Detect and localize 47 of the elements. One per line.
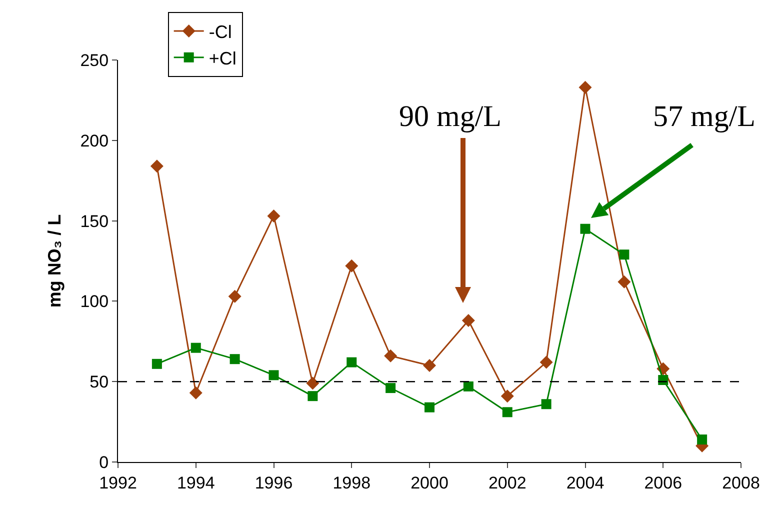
point	[386, 383, 396, 394]
point	[423, 359, 436, 372]
point	[697, 434, 708, 444]
point	[268, 370, 279, 380]
point	[578, 80, 592, 94]
legend-label: +Cl	[208, 48, 236, 68]
x-tick-label: 1996	[254, 473, 293, 492]
x-tick-label: 2004	[566, 473, 604, 492]
point	[345, 259, 358, 272]
point	[230, 354, 240, 364]
x-tick-label: 1994	[176, 473, 215, 492]
y-tick-label: 150	[80, 212, 109, 231]
point	[306, 376, 320, 390]
point	[346, 357, 357, 368]
y-tick-label: 0	[99, 452, 109, 472]
x-tick-label: 2002	[488, 473, 526, 492]
point	[500, 390, 514, 403]
legend-label: -Cl	[208, 22, 232, 42]
y-tick-label: 200	[80, 131, 109, 150]
point	[152, 358, 162, 369]
annotation: 57 mg/L	[653, 100, 756, 133]
point	[462, 314, 475, 327]
point	[424, 402, 434, 412]
point	[541, 399, 552, 410]
point	[228, 290, 242, 303]
y-tick-label: 250	[80, 50, 109, 70]
point	[267, 209, 280, 222]
y-tick-label: 50	[90, 372, 109, 392]
y-tick-label: 100	[80, 292, 109, 312]
annotation: 90 mg/L	[399, 100, 502, 133]
x-tick-label: 2000	[410, 473, 448, 492]
point	[540, 356, 553, 369]
point	[190, 342, 201, 353]
x-tick-label: 2006	[644, 473, 682, 492]
x-tick-label: 2008	[722, 473, 760, 492]
point	[150, 160, 164, 173]
point	[618, 275, 631, 288]
point	[502, 407, 512, 418]
y-axis-title: mg NO₃ / L	[44, 214, 64, 308]
point	[463, 381, 474, 392]
point	[308, 391, 318, 402]
point	[189, 386, 202, 400]
x-tick-label: 1992	[99, 473, 137, 492]
point	[384, 349, 398, 362]
point	[619, 250, 630, 260]
x-tick-label: 1998	[332, 473, 371, 492]
point	[580, 224, 590, 234]
